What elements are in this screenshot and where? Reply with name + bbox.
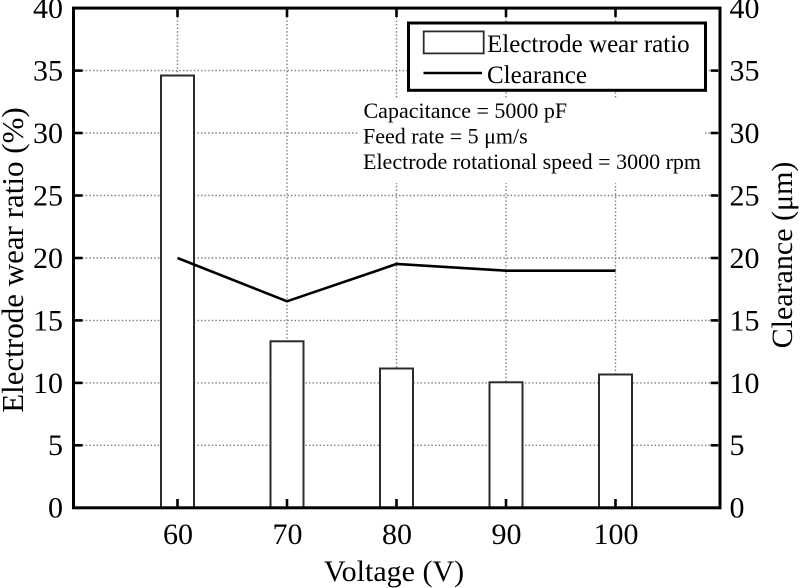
svg-text:0: 0 <box>730 492 745 525</box>
svg-text:Electrode wear ratio (%): Electrode wear ratio (%) <box>0 107 30 413</box>
svg-text:Electrode rotational speed = 3: Electrode rotational speed = 3000 rpm <box>363 149 701 174</box>
svg-text:40: 40 <box>730 0 760 25</box>
svg-text:30: 30 <box>33 117 63 150</box>
svg-text:Capacitance = 5000 pF: Capacitance = 5000 pF <box>364 98 568 123</box>
svg-text:Clearance: Clearance <box>487 62 587 89</box>
svg-text:Clearance (μm): Clearance (μm) <box>766 162 799 349</box>
svg-text:15: 15 <box>33 304 63 337</box>
svg-text:5: 5 <box>730 429 745 462</box>
svg-text:70: 70 <box>273 518 303 551</box>
svg-text:20: 20 <box>33 242 63 275</box>
svg-text:35: 35 <box>730 55 760 88</box>
svg-text:0: 0 <box>48 492 63 525</box>
svg-text:15: 15 <box>730 304 760 337</box>
svg-text:80: 80 <box>382 518 412 551</box>
svg-text:25: 25 <box>730 179 760 212</box>
svg-text:25: 25 <box>33 179 63 212</box>
svg-text:100: 100 <box>594 518 639 551</box>
svg-text:60: 60 <box>163 518 193 551</box>
svg-text:35: 35 <box>33 55 63 88</box>
svg-text:40: 40 <box>33 0 63 25</box>
svg-text:Feed rate = 5 μm/s: Feed rate = 5 μm/s <box>363 124 528 149</box>
svg-text:10: 10 <box>730 367 760 400</box>
svg-text:20: 20 <box>730 242 760 275</box>
svg-text:Electrode wear ratio: Electrode wear ratio <box>487 31 690 58</box>
svg-text:30: 30 <box>730 117 760 150</box>
svg-text:5: 5 <box>48 429 63 462</box>
svg-text:10: 10 <box>33 367 63 400</box>
svg-text:90: 90 <box>492 518 522 551</box>
svg-text:Voltage (V): Voltage (V) <box>324 555 464 588</box>
